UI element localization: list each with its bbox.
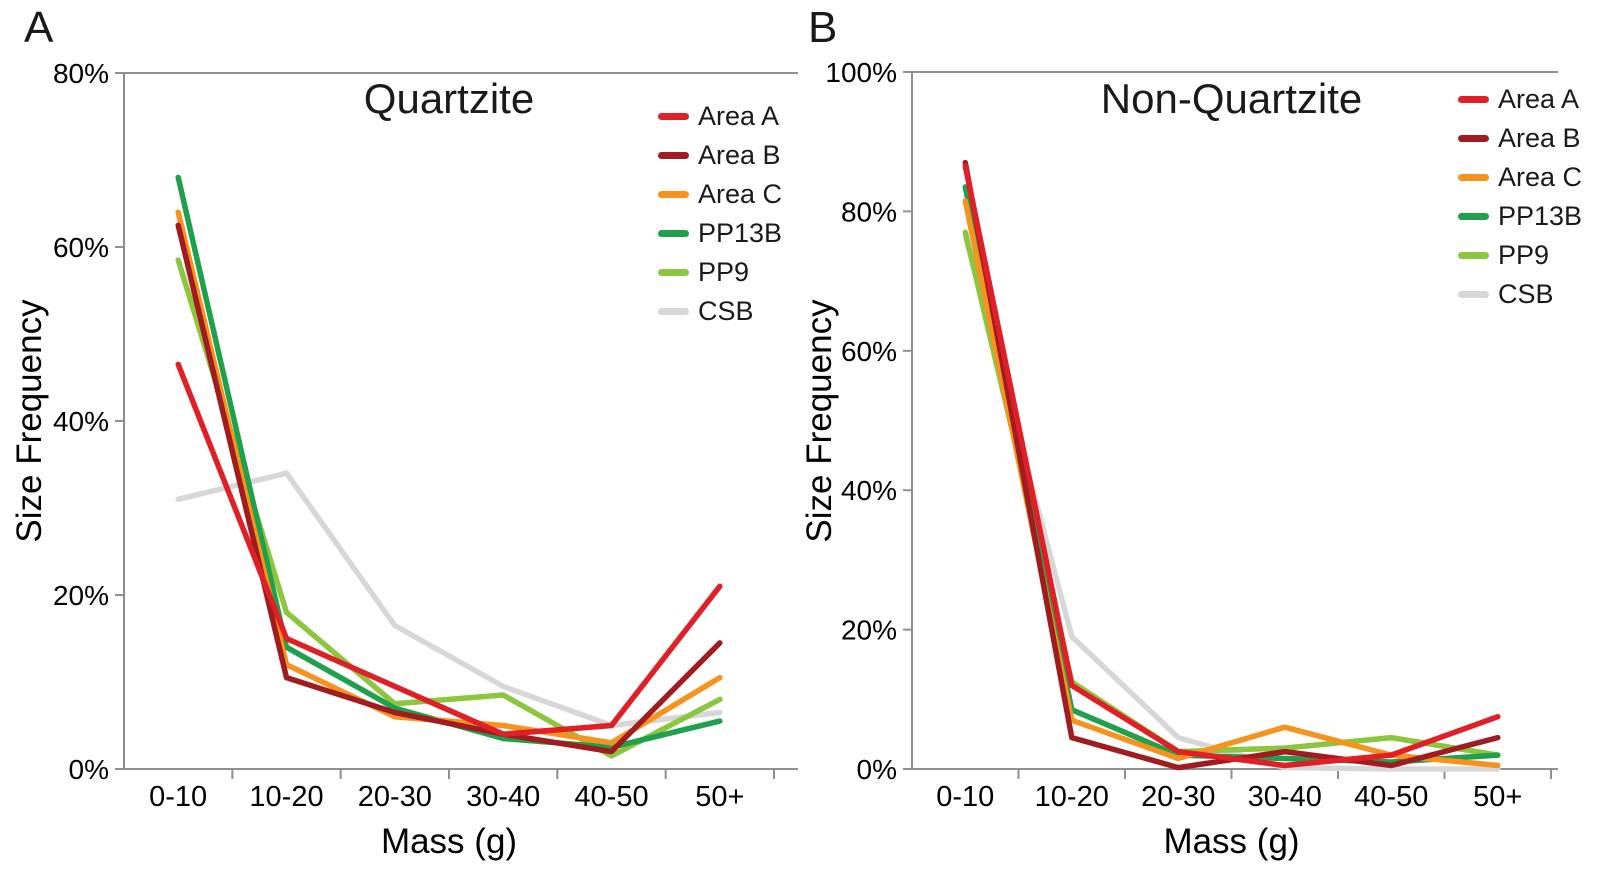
line-pp13b-non-quartzite [962,184,1501,765]
non-quartzite-chart-title: Non-Quartzite [1100,75,1363,122]
line-area-b-non-quartzite [962,159,1501,771]
legend-label-pp9: PP9 [1498,240,1550,270]
legend-swatch-pp13b [1458,212,1489,221]
x-tick-label: 50+ [695,781,744,813]
legend-swatch-pp13b [658,229,689,238]
x-tick-label: 30-40 [466,781,540,813]
x-tick-label: 50+ [1473,781,1522,813]
y-tick-label: 20% [841,615,897,646]
legend-swatch-area-a [1458,95,1489,104]
y-tick-label: 60% [53,232,109,263]
legend-label-area-b: Area B [698,140,781,170]
legend-label-area-a: Area A [1498,84,1580,114]
legend-label-pp13b: PP13B [698,218,783,248]
legend-swatch-csb [658,307,689,316]
line-area-a-non-quartzite [962,163,1501,769]
non-quartzite-x-axis-title: Mass (g) [1163,822,1300,861]
legend-label-area-c: Area C [1498,162,1583,192]
line-pp9-quartzite [175,257,723,759]
legend-label-pp13b: PP13B [1498,201,1583,231]
legend-swatch-area-a [658,112,689,121]
y-tick-label: 40% [53,406,109,437]
legend-label-area-c: Area C [698,179,783,209]
legend-item-area-c: Area C [1458,158,1582,197]
x-tick-label: 30-40 [1248,781,1322,813]
legend-item-area-b: Area B [658,136,782,175]
x-tick-label: 10-20 [1035,781,1109,813]
x-tick-label: 40-50 [574,781,648,813]
legend-item-pp9: PP9 [658,253,782,292]
legend-swatch-pp9 [658,268,689,277]
quartzite-x-axis-title: Mass (g) [380,822,518,861]
y-tick-label: 0% [69,754,109,785]
legend-swatch-csb [1458,290,1489,299]
line-area-a-quartzite [175,361,723,737]
legend-item-area-a: Area A [1458,80,1582,119]
legend-label-area-a: Area A [698,101,780,131]
x-tick-label: 20-30 [1141,781,1215,813]
legend-swatch-pp9 [1458,251,1489,260]
panel-b-letter: B [808,3,838,52]
legend-item-pp13b: PP13B [1458,197,1582,236]
x-tick-label: 0-10 [936,781,994,813]
line-area-b-quartzite [175,222,723,755]
legend-label-area-b: Area B [1498,123,1581,153]
legend-item-csb: CSB [1458,275,1582,314]
line-csb-quartzite [175,470,723,729]
x-tick-label: 20-30 [358,781,432,813]
y-tick-label: 40% [841,475,897,506]
legend-item-pp9: PP9 [1458,236,1582,275]
legend-swatch-area-c [1458,173,1489,182]
quartzite-legend: Area A Area B Area C PP13B PP9 CSB [658,97,782,331]
legend-label-csb: CSB [698,296,754,326]
y-tick-label: 60% [841,336,897,367]
legend-item-area-b: Area B [1458,119,1582,158]
legend-item-pp13b: PP13B [658,214,782,253]
y-tick-label: 80% [53,58,109,89]
legend-item-area-a: Area A [658,97,782,136]
legend-swatch-area-b [658,151,689,160]
line-pp9-non-quartzite [962,229,1501,758]
legend-swatch-area-c [658,190,689,199]
quartzite-chart-title: Quartzite [363,75,535,122]
non-quartzite-legend: Area A Area B Area C PP13B PP9 CSB [1458,80,1582,314]
y-tick-label: 100% [825,57,897,88]
x-tick-label: 10-20 [249,781,323,813]
x-tick-label: 0-10 [149,781,207,813]
y-tick-label: 20% [53,580,109,611]
legend-label-csb: CSB [1498,279,1554,309]
legend-item-area-c: Area C [658,175,782,214]
legend-swatch-area-b [1458,134,1489,143]
panel-a-letter: A [24,3,54,52]
legend-label-pp9: PP9 [698,257,750,287]
x-tick-label: 40-50 [1354,781,1428,813]
y-tick-label: 0% [857,754,897,785]
y-tick-label: 80% [841,196,897,227]
line-csb-non-quartzite [962,233,1501,772]
line-area-c-non-quartzite [962,198,1501,769]
legend-item-csb: CSB [658,292,782,331]
